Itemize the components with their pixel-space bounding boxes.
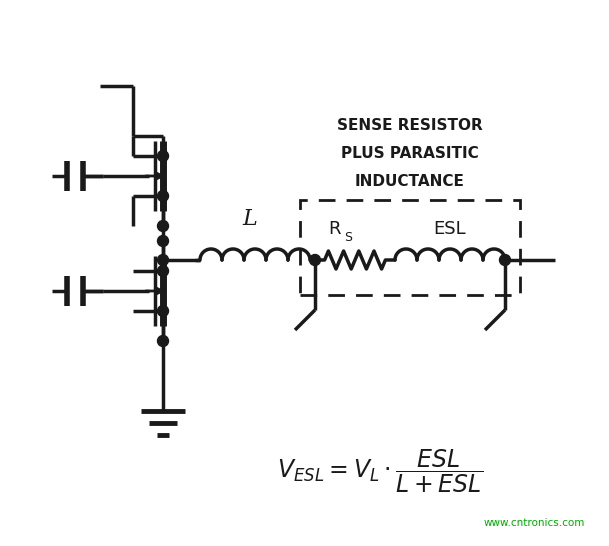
Circle shape xyxy=(158,265,169,276)
Text: SENSE RESISTOR: SENSE RESISTOR xyxy=(337,117,483,133)
Text: R: R xyxy=(329,220,341,238)
Circle shape xyxy=(309,254,320,265)
Text: INDUCTANCE: INDUCTANCE xyxy=(355,174,465,188)
Text: ESL: ESL xyxy=(434,220,466,238)
Circle shape xyxy=(158,235,169,246)
Text: www.cntronics.com: www.cntronics.com xyxy=(484,518,585,528)
Text: $\mathit{V}_{ESL} = \mathit{V}_{L} \cdot \dfrac{\mathit{ESL}}{\mathit{L} + \math: $\mathit{V}_{ESL} = \mathit{V}_{L} \cdot… xyxy=(277,447,483,495)
Circle shape xyxy=(158,254,169,265)
Text: S: S xyxy=(344,231,352,244)
Bar xyxy=(300,200,520,295)
Circle shape xyxy=(158,335,169,347)
Circle shape xyxy=(158,191,169,201)
Circle shape xyxy=(158,151,169,162)
Circle shape xyxy=(158,221,169,232)
Circle shape xyxy=(499,254,510,265)
Text: L: L xyxy=(242,208,258,230)
Circle shape xyxy=(158,306,169,317)
Text: PLUS PARASITIC: PLUS PARASITIC xyxy=(341,145,479,161)
